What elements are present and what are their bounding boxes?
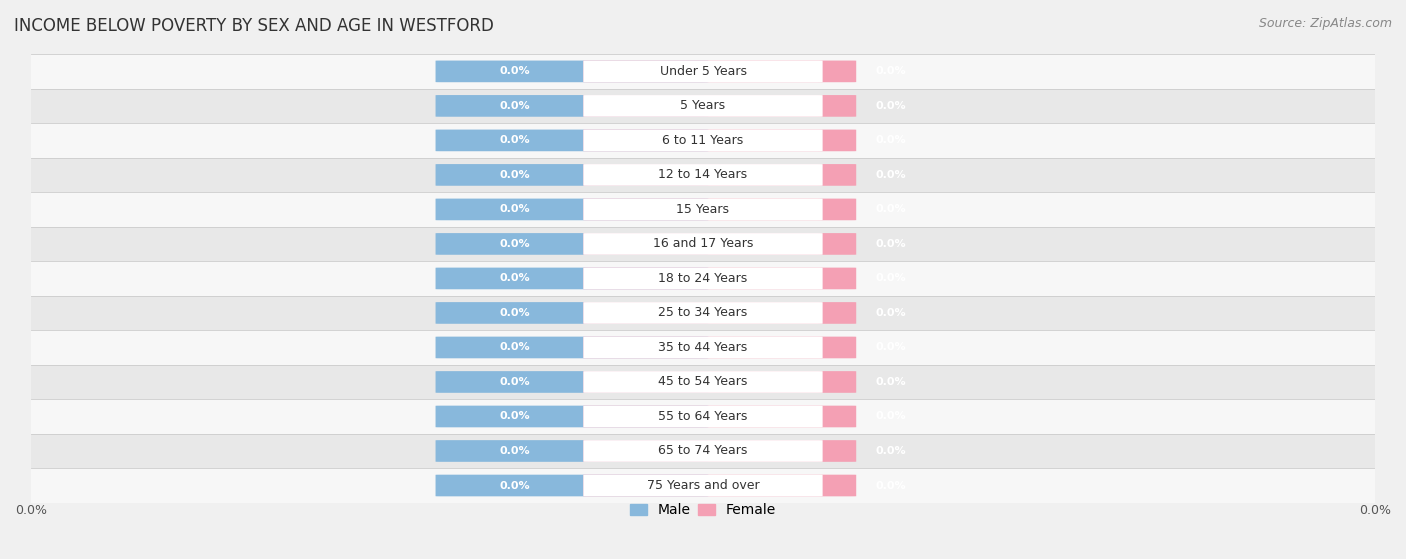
FancyBboxPatch shape xyxy=(583,164,856,186)
FancyBboxPatch shape xyxy=(436,371,709,393)
Text: 18 to 24 Years: 18 to 24 Years xyxy=(658,272,748,285)
FancyBboxPatch shape xyxy=(583,130,823,151)
Text: 0.0%: 0.0% xyxy=(499,411,530,421)
Text: 0.0%: 0.0% xyxy=(876,343,907,353)
Bar xyxy=(31,330,1375,364)
Text: 0.0%: 0.0% xyxy=(876,205,907,215)
Text: 0.0%: 0.0% xyxy=(499,377,530,387)
Text: 0.0%: 0.0% xyxy=(499,273,530,283)
Text: 0.0%: 0.0% xyxy=(876,135,907,145)
Text: 12 to 14 Years: 12 to 14 Years xyxy=(658,168,748,182)
Bar xyxy=(31,54,1375,89)
FancyBboxPatch shape xyxy=(583,60,823,82)
Text: 0.0%: 0.0% xyxy=(499,205,530,215)
Bar xyxy=(31,192,1375,227)
Text: 0.0%: 0.0% xyxy=(876,67,907,77)
FancyBboxPatch shape xyxy=(583,302,823,324)
FancyBboxPatch shape xyxy=(436,95,709,117)
FancyBboxPatch shape xyxy=(583,371,823,393)
FancyBboxPatch shape xyxy=(583,475,823,496)
FancyBboxPatch shape xyxy=(436,233,709,255)
Text: 25 to 34 Years: 25 to 34 Years xyxy=(658,306,748,319)
FancyBboxPatch shape xyxy=(583,233,856,255)
FancyBboxPatch shape xyxy=(436,268,709,289)
Text: 65 to 74 Years: 65 to 74 Years xyxy=(658,444,748,457)
Text: 0.0%: 0.0% xyxy=(499,101,530,111)
FancyBboxPatch shape xyxy=(583,440,856,462)
FancyBboxPatch shape xyxy=(583,337,823,358)
Text: 0.0%: 0.0% xyxy=(876,239,907,249)
Text: 0.0%: 0.0% xyxy=(499,481,530,490)
Text: 0.0%: 0.0% xyxy=(1360,504,1391,518)
Bar xyxy=(31,399,1375,434)
Text: 75 Years and over: 75 Years and over xyxy=(647,479,759,492)
Text: INCOME BELOW POVERTY BY SEX AND AGE IN WESTFORD: INCOME BELOW POVERTY BY SEX AND AGE IN W… xyxy=(14,17,494,35)
Bar xyxy=(31,123,1375,158)
Text: 0.0%: 0.0% xyxy=(876,446,907,456)
Bar xyxy=(31,158,1375,192)
Text: 0.0%: 0.0% xyxy=(15,504,46,518)
FancyBboxPatch shape xyxy=(583,302,856,324)
Text: 0.0%: 0.0% xyxy=(876,101,907,111)
FancyBboxPatch shape xyxy=(583,95,823,117)
Text: 0.0%: 0.0% xyxy=(876,481,907,490)
Bar xyxy=(31,261,1375,296)
Text: 0.0%: 0.0% xyxy=(499,170,530,180)
Bar xyxy=(31,227,1375,261)
Text: 6 to 11 Years: 6 to 11 Years xyxy=(662,134,744,147)
FancyBboxPatch shape xyxy=(436,440,709,462)
FancyBboxPatch shape xyxy=(436,60,709,82)
FancyBboxPatch shape xyxy=(436,130,709,151)
FancyBboxPatch shape xyxy=(583,233,823,255)
Text: Under 5 Years: Under 5 Years xyxy=(659,65,747,78)
Text: 16 and 17 Years: 16 and 17 Years xyxy=(652,238,754,250)
Text: 0.0%: 0.0% xyxy=(876,170,907,180)
FancyBboxPatch shape xyxy=(583,60,856,82)
Bar xyxy=(31,364,1375,399)
FancyBboxPatch shape xyxy=(436,475,709,496)
FancyBboxPatch shape xyxy=(583,371,856,393)
Text: 45 to 54 Years: 45 to 54 Years xyxy=(658,376,748,389)
FancyBboxPatch shape xyxy=(583,268,823,289)
FancyBboxPatch shape xyxy=(583,337,856,358)
Text: 0.0%: 0.0% xyxy=(499,239,530,249)
Text: 0.0%: 0.0% xyxy=(876,308,907,318)
Text: 0.0%: 0.0% xyxy=(876,411,907,421)
Bar xyxy=(31,434,1375,468)
FancyBboxPatch shape xyxy=(583,198,823,220)
FancyBboxPatch shape xyxy=(583,440,823,462)
Legend: Male, Female: Male, Female xyxy=(624,498,782,523)
FancyBboxPatch shape xyxy=(583,475,856,496)
Text: 55 to 64 Years: 55 to 64 Years xyxy=(658,410,748,423)
FancyBboxPatch shape xyxy=(583,95,856,117)
FancyBboxPatch shape xyxy=(583,130,856,151)
Text: 0.0%: 0.0% xyxy=(876,273,907,283)
FancyBboxPatch shape xyxy=(436,337,709,358)
FancyBboxPatch shape xyxy=(436,406,709,427)
Text: Source: ZipAtlas.com: Source: ZipAtlas.com xyxy=(1258,17,1392,30)
Bar xyxy=(31,89,1375,123)
FancyBboxPatch shape xyxy=(436,198,709,220)
Text: 0.0%: 0.0% xyxy=(499,308,530,318)
FancyBboxPatch shape xyxy=(583,406,856,427)
Text: 0.0%: 0.0% xyxy=(499,446,530,456)
FancyBboxPatch shape xyxy=(436,164,709,186)
Text: 35 to 44 Years: 35 to 44 Years xyxy=(658,341,748,354)
Text: 5 Years: 5 Years xyxy=(681,100,725,112)
Bar xyxy=(31,468,1375,503)
Text: 0.0%: 0.0% xyxy=(499,135,530,145)
FancyBboxPatch shape xyxy=(583,164,823,186)
FancyBboxPatch shape xyxy=(583,198,856,220)
Text: 0.0%: 0.0% xyxy=(499,67,530,77)
FancyBboxPatch shape xyxy=(436,302,709,324)
Bar xyxy=(31,296,1375,330)
Text: 0.0%: 0.0% xyxy=(876,377,907,387)
FancyBboxPatch shape xyxy=(583,268,856,289)
Text: 15 Years: 15 Years xyxy=(676,203,730,216)
Text: 0.0%: 0.0% xyxy=(499,343,530,353)
FancyBboxPatch shape xyxy=(583,406,823,427)
